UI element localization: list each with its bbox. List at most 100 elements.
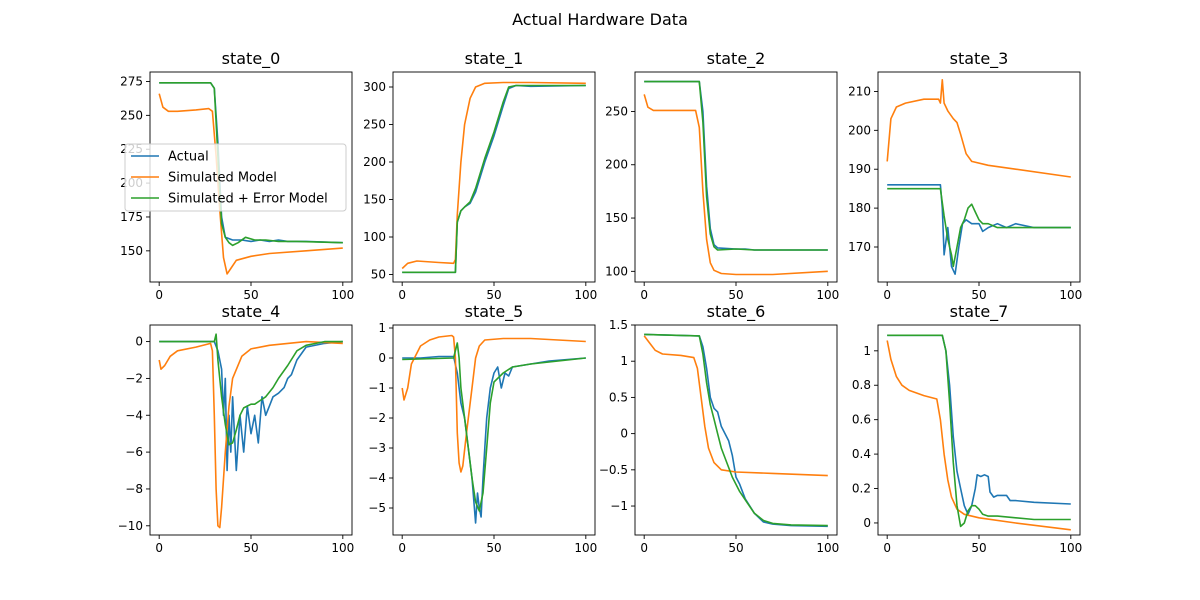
x-tick-label: 0 (398, 288, 406, 302)
series-line-actual (402, 84, 586, 274)
series-line-simulated-model (158, 340, 343, 529)
subplot-state_0: state_0050100150175200225250275ActualSim… (120, 49, 354, 302)
subplot-state_2: state_2 0 50 100 100 150 200 250 (605, 49, 839, 302)
y-tick-label: 150 (605, 211, 628, 225)
figure-title: Actual Hardware Data (512, 10, 688, 29)
x-tick-label: 100 (1059, 288, 1082, 302)
series-line-simulated-error-model (887, 187, 1071, 268)
legend-label: Actual (168, 150, 209, 165)
y-tick-label: 1.5 (609, 318, 628, 332)
series-line-actual (887, 184, 1071, 276)
series-line-simulated-error-model (159, 82, 343, 247)
y-tick-label: 1 (863, 344, 871, 358)
y-tick-label: 150 (363, 193, 386, 207)
legend-label: Simulated + Error Model (168, 192, 328, 207)
subplot-title: state_1 (465, 49, 524, 69)
axes-frame (877, 71, 1081, 283)
y-tick-label: 0.8 (852, 378, 871, 392)
y-tick-label: 0.2 (852, 482, 871, 496)
x-tick-label: 100 (574, 288, 597, 302)
x-tick-label: 50 (971, 288, 986, 302)
y-tick-label: 0.6 (852, 413, 871, 427)
subplot-title: state_3 (950, 49, 1009, 69)
x-tick-label: 0 (883, 541, 891, 555)
legend: Actual Simulated Model Simulated + Error M… (124, 143, 347, 212)
y-tick-label: −4 (368, 471, 386, 485)
subplot-state_5: state_5 0 50 100 −5 −4 −3 −2 −1 0 1 (368, 302, 597, 555)
subplot-state_3: state_3 0 50 100 170 180 190 200 210 (848, 49, 1082, 302)
x-tick-label: 0 (883, 288, 891, 302)
subplot-title: state_6 (707, 302, 766, 322)
y-tick-label: −1 (368, 381, 386, 395)
series-line-simulated-error-model (887, 334, 1071, 528)
axes-frame (634, 324, 838, 536)
y-tick-label: 250 (120, 108, 143, 122)
x-tick-label: 50 (486, 288, 501, 302)
subplot-title: state_5 (465, 302, 524, 322)
series-line-actual (644, 333, 828, 528)
y-tick-label: −0.5 (599, 463, 628, 477)
series-line-simulated-model (886, 340, 1071, 531)
series-line-simulated-error-model (159, 333, 343, 446)
x-tick-label: 100 (1059, 541, 1082, 555)
x-tick-label: 50 (728, 541, 743, 555)
subplot-title: state_4 (222, 302, 281, 322)
y-tick-label: 100 (605, 264, 628, 278)
series-line-actual (159, 340, 343, 472)
y-tick-label: 170 (848, 240, 871, 254)
x-tick-label: 50 (728, 288, 743, 302)
y-tick-label: −2 (368, 411, 386, 425)
x-tick-label: 50 (486, 541, 501, 555)
y-tick-label: −2 (125, 371, 143, 385)
y-tick-label: 180 (848, 201, 871, 215)
y-tick-label: 100 (363, 230, 386, 244)
y-tick-label: −10 (118, 519, 143, 533)
y-tick-label: 190 (848, 162, 871, 176)
y-tick-label: 300 (363, 80, 386, 94)
y-tick-label: 50 (371, 268, 386, 282)
x-tick-label: 50 (971, 541, 986, 555)
y-tick-label: −3 (368, 441, 386, 455)
series-line-simulated-model (643, 94, 828, 276)
subplot-state_4: state_4 0 50 100 −10 −8 −6 −4 −2 0 (118, 302, 355, 555)
legend-label: Simulated Model (168, 171, 277, 186)
x-tick-label: 0 (155, 541, 163, 555)
x-tick-label: 0 (640, 288, 648, 302)
series-line-simulated-model (401, 334, 586, 473)
y-tick-label: 0 (378, 351, 386, 365)
subplot-title: state_2 (707, 49, 766, 69)
y-tick-label: 0 (135, 335, 143, 349)
x-tick-label: 100 (816, 541, 839, 555)
y-tick-label: −8 (125, 482, 143, 496)
series-line-simulated-model (886, 79, 1071, 178)
y-tick-label: −5 (368, 501, 386, 515)
series-line-simulated-error-model (644, 80, 828, 251)
x-tick-label: 100 (574, 541, 597, 555)
y-tick-label: 0 (863, 516, 871, 530)
y-tick-label: 200 (363, 155, 386, 169)
legend-box (124, 143, 347, 212)
subplot-title: state_0 (222, 49, 281, 69)
subplot-state_1: state_1 0 50 100 50 100 150 200 250 300 (363, 49, 597, 302)
y-tick-label: 275 (120, 74, 143, 88)
series-line-simulated-model (643, 335, 828, 477)
x-tick-label: 0 (640, 541, 648, 555)
x-tick-label: 100 (816, 288, 839, 302)
x-tick-label: 50 (243, 288, 258, 302)
x-tick-label: 100 (331, 288, 354, 302)
y-tick-label: 1 (378, 321, 386, 335)
subplot-state_7: state_7 0 50 100 0 0.2 0.4 0.6 0.8 1 (852, 302, 1082, 555)
x-tick-label: 0 (155, 288, 163, 302)
x-tick-label: 0 (398, 541, 406, 555)
y-tick-label: −1 (610, 499, 628, 513)
axes-frame (392, 71, 596, 283)
y-tick-label: 150 (120, 244, 143, 258)
series-line-simulated-model (401, 81, 586, 270)
series-line-simulated-error-model (402, 342, 586, 512)
subplot-state_6: state_6 0 50 100 −1 −0.5 0 0.5 1 1.5 (599, 302, 839, 555)
y-tick-label: 210 (848, 84, 871, 98)
y-tick-label: 250 (363, 118, 386, 132)
series-line-actual (887, 334, 1071, 516)
series-line-actual (644, 80, 828, 251)
